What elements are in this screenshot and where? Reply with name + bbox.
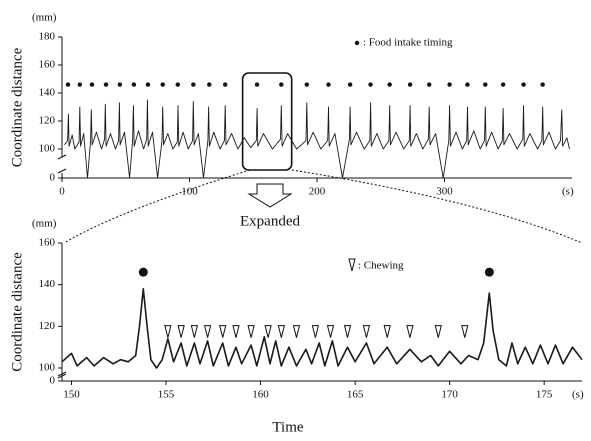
annotation: Expanded xyxy=(240,213,300,229)
food-intake-dot xyxy=(145,82,151,87)
y-tick-label: 0 xyxy=(50,375,56,387)
food-intake-dot xyxy=(447,82,452,87)
legend-label: : Chewing xyxy=(358,260,404,272)
x-tick-label: 200 xyxy=(309,186,326,198)
chewing-marker xyxy=(406,325,414,338)
food-intake-dot xyxy=(427,82,432,87)
food-intake-dot xyxy=(347,82,353,87)
chewing-marker xyxy=(326,325,335,338)
food-intake-dot xyxy=(326,82,331,87)
y-tick-label: 120 xyxy=(39,320,56,332)
axis-break xyxy=(57,154,67,174)
y-tick-label: 180 xyxy=(39,31,56,43)
chewing-marker xyxy=(277,325,285,338)
chewing-marker xyxy=(383,325,391,338)
expand-arrow xyxy=(247,183,293,208)
chewing-marker xyxy=(343,325,352,338)
zoom-box xyxy=(241,72,293,171)
food-intake-dot xyxy=(77,82,83,87)
x-tick-label: 0 xyxy=(59,186,65,198)
food-intake-dot xyxy=(387,82,392,87)
y-unit: (mm) xyxy=(32,12,57,24)
y-tick-label: 140 xyxy=(39,278,56,290)
food-intake-dot xyxy=(484,267,494,277)
y-unit: (mm) xyxy=(32,218,57,230)
y-axis-label: Coordinate distance xyxy=(9,47,25,167)
y-tick-label: 140 xyxy=(39,87,56,99)
chewing-marker xyxy=(434,325,442,338)
axis-break xyxy=(57,371,67,379)
y-tick-label: 0 xyxy=(50,172,56,184)
zoom-guide xyxy=(291,169,583,244)
signal-line xyxy=(64,99,570,179)
x-tick-label: 175 xyxy=(536,389,553,401)
food-intake-dot xyxy=(207,82,212,87)
food-intake-dot xyxy=(131,82,137,87)
x-tick-label: 160 xyxy=(252,389,269,401)
chewing-marker xyxy=(219,325,227,338)
x-tick-label: 155 xyxy=(158,389,175,401)
x-tick-label: 100 xyxy=(181,186,198,198)
food-intake-dot xyxy=(254,82,260,87)
x-unit: (s) xyxy=(562,186,574,198)
legend-label: : Food intake timing xyxy=(363,37,453,49)
food-intake-dot xyxy=(103,82,109,87)
food-intake-dot xyxy=(279,82,284,87)
chewing-marker xyxy=(177,325,185,338)
x-tick-label: 150 xyxy=(63,389,80,401)
y-tick-label: 100 xyxy=(39,143,56,155)
food-intake-dot xyxy=(175,82,180,87)
chewing-marker xyxy=(264,325,272,338)
chewing-marker xyxy=(292,325,301,338)
legend-symbol xyxy=(348,258,356,272)
legend-symbol xyxy=(354,40,360,46)
x-unit: (s) xyxy=(572,389,584,401)
chewing-marker xyxy=(232,325,240,338)
y-tick-label: 160 xyxy=(39,59,56,71)
x-axis-label: Time xyxy=(272,419,303,435)
chewing-marker xyxy=(190,325,199,338)
food-intake-dot xyxy=(89,82,95,87)
y-tick-label: 160 xyxy=(39,237,56,249)
food-intake-dot xyxy=(540,82,545,87)
chewing-marker xyxy=(164,325,172,338)
x-tick-label: 170 xyxy=(441,389,458,401)
chewing-marker xyxy=(311,325,320,338)
chewing-marker xyxy=(362,325,371,338)
food-intake-dot xyxy=(500,82,506,87)
food-intake-dot xyxy=(160,82,165,87)
signal-line xyxy=(61,288,583,369)
chewing-marker xyxy=(247,325,255,338)
y-tick-label: 100 xyxy=(39,362,56,374)
food-intake-dot xyxy=(117,82,123,87)
food-intake-dot xyxy=(138,267,148,277)
x-tick-label: 165 xyxy=(347,389,364,401)
food-intake-dot xyxy=(65,82,71,87)
y-tick-label: 120 xyxy=(39,115,56,127)
food-intake-dot xyxy=(407,82,413,87)
food-intake-dot xyxy=(465,82,470,87)
chewing-marker xyxy=(203,325,212,338)
food-intake-dot xyxy=(191,82,196,87)
food-intake-dot xyxy=(368,82,373,87)
y-axis-label: Coordinate distance xyxy=(9,252,25,372)
food-intake-dot xyxy=(483,82,488,87)
food-intake-dot xyxy=(223,82,228,87)
chewing-marker xyxy=(461,325,469,338)
food-intake-dot xyxy=(304,82,309,87)
zoom-guide xyxy=(63,169,251,244)
x-tick-label: 300 xyxy=(436,186,453,198)
food-intake-dot xyxy=(521,82,526,87)
